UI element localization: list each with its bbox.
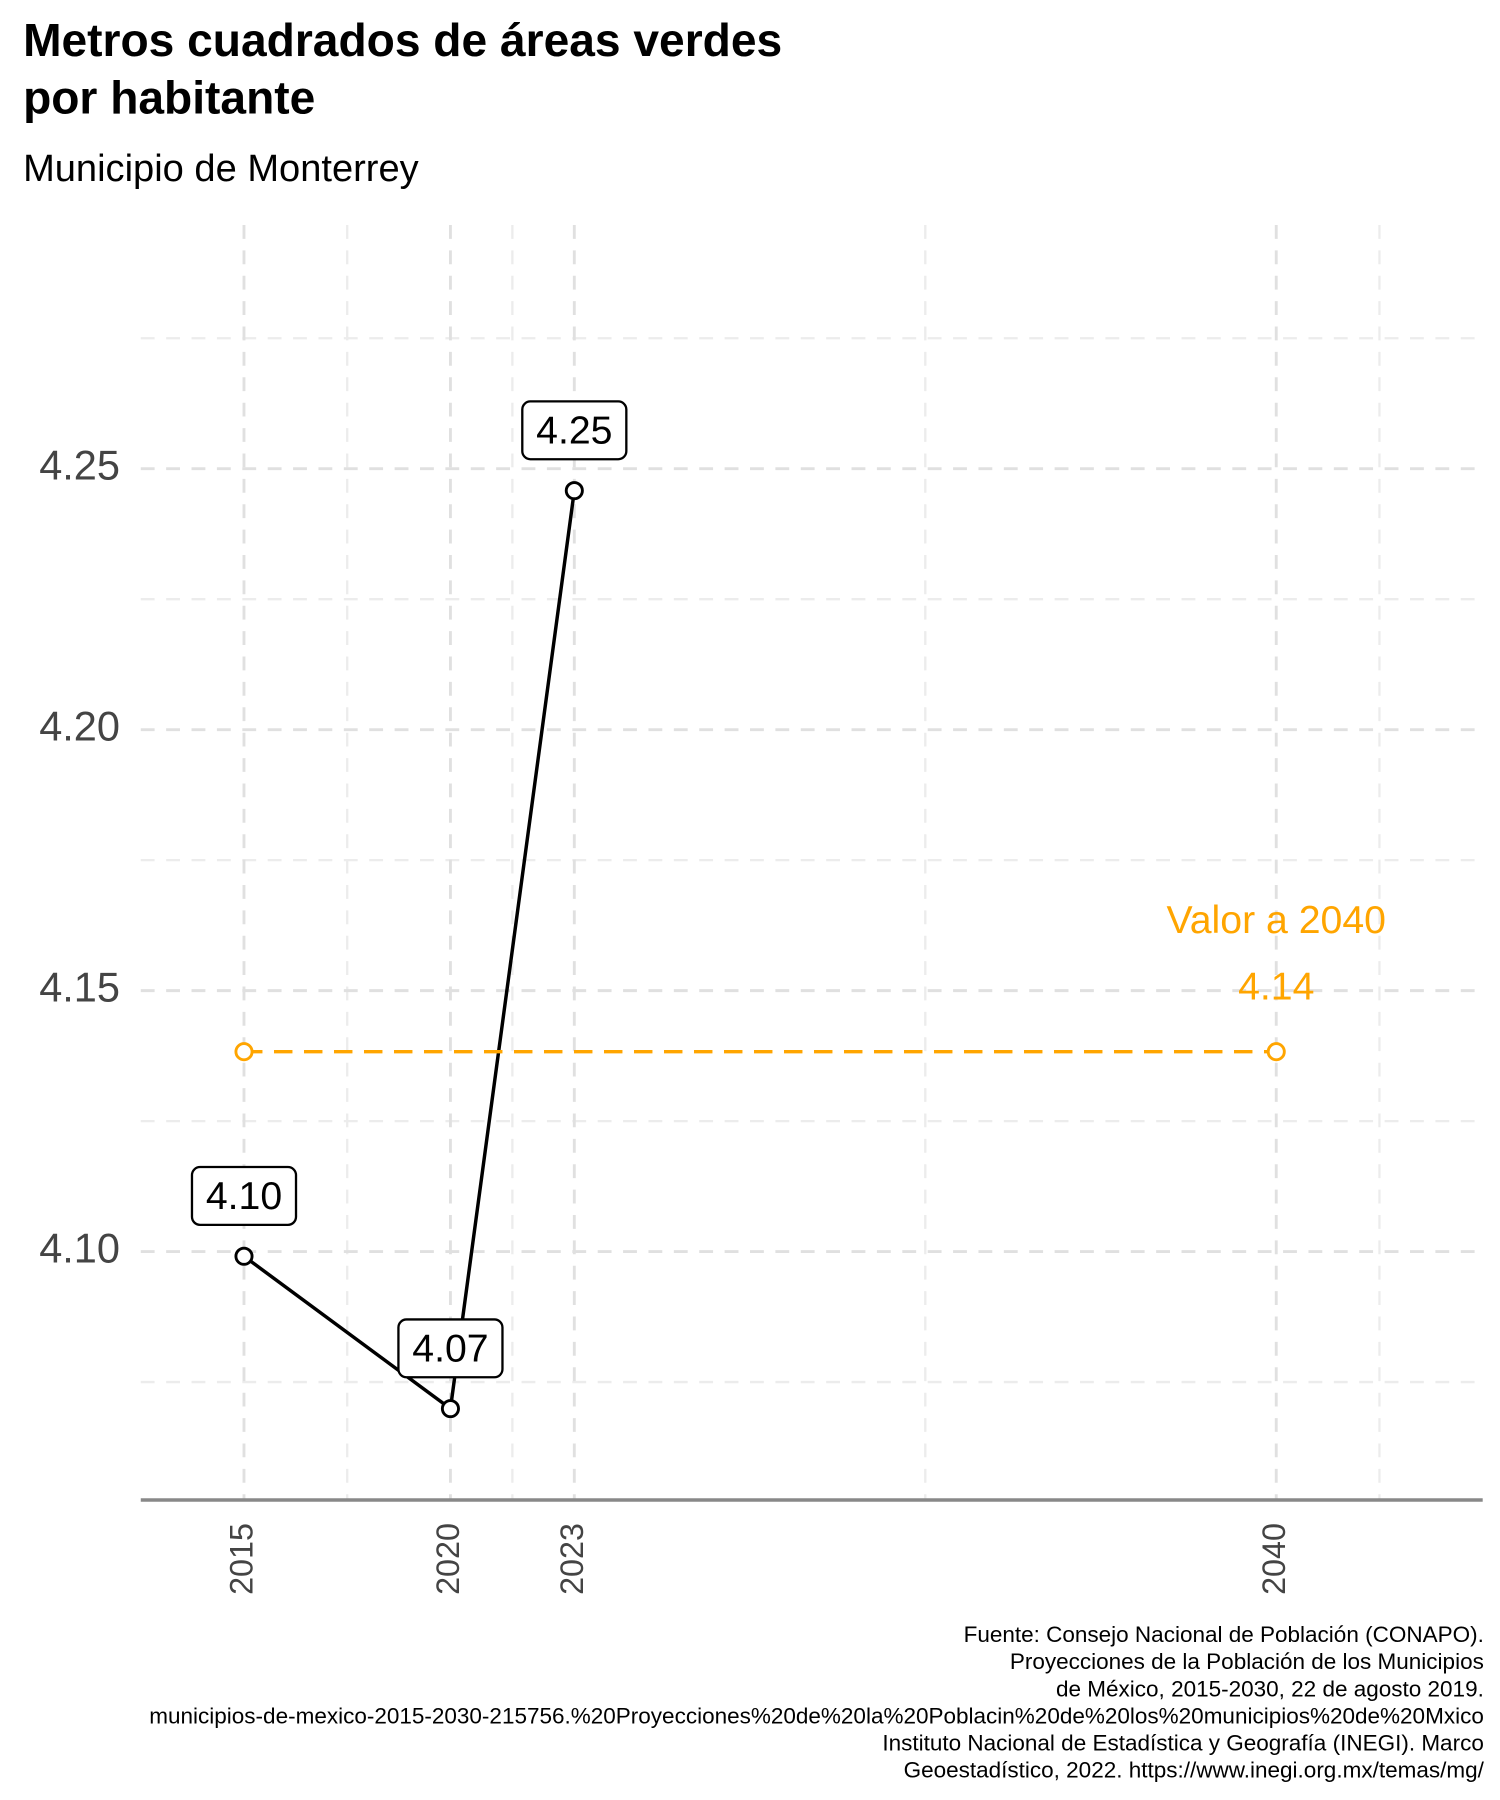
data-point: [564, 481, 584, 501]
caption: Instituto Nacional de Estadística y Geog…: [882, 1731, 1484, 1756]
y-tick-label: 4.25: [39, 442, 120, 489]
data-point: [234, 1246, 254, 1266]
x-tick-label: 2023: [554, 1523, 590, 1595]
x-tick-label: 2020: [430, 1523, 466, 1595]
y-tick-label: 4.10: [39, 1225, 120, 1272]
data-point: [440, 1399, 460, 1419]
caption: municipios-de-mexico-2015-2030-215756.%2…: [149, 1703, 1484, 1728]
data-point: [1266, 1042, 1286, 1062]
chart-title: Metros cuadrados de áreas verdes: [23, 14, 782, 66]
caption: de México, 2015-2030, 22 de agosto 2019.: [1056, 1676, 1484, 1701]
value-label-box: [521, 400, 628, 461]
caption: Geoestadístico, 2022. https://www.inegi.…: [904, 1758, 1485, 1783]
chart-title: por habitante: [23, 72, 315, 124]
caption: Fuente: Consejo Nacional de Población (C…: [964, 1622, 1484, 1647]
value-label: 4.07: [412, 1326, 488, 1370]
y-tick-label: 4.15: [39, 964, 120, 1011]
chart-subtitle: Municipio de Monterrey: [23, 148, 419, 190]
annotation: Valor a 2040: [1166, 898, 1386, 942]
x-tick-label: 2040: [1256, 1523, 1292, 1595]
value-label: 4.14: [1238, 965, 1314, 1009]
value-label: 4.10: [206, 1174, 282, 1218]
value-label-box: [397, 1318, 504, 1379]
series-line: [242, 490, 577, 1412]
caption: Proyecciones de la Población de los Muni…: [1010, 1649, 1484, 1674]
data-point: [234, 1042, 254, 1062]
x-tick-label: 2015: [224, 1523, 260, 1595]
y-tick-label: 4.20: [39, 703, 120, 750]
value-label-box: [190, 1165, 298, 1227]
value-label: 4.25: [536, 408, 612, 452]
